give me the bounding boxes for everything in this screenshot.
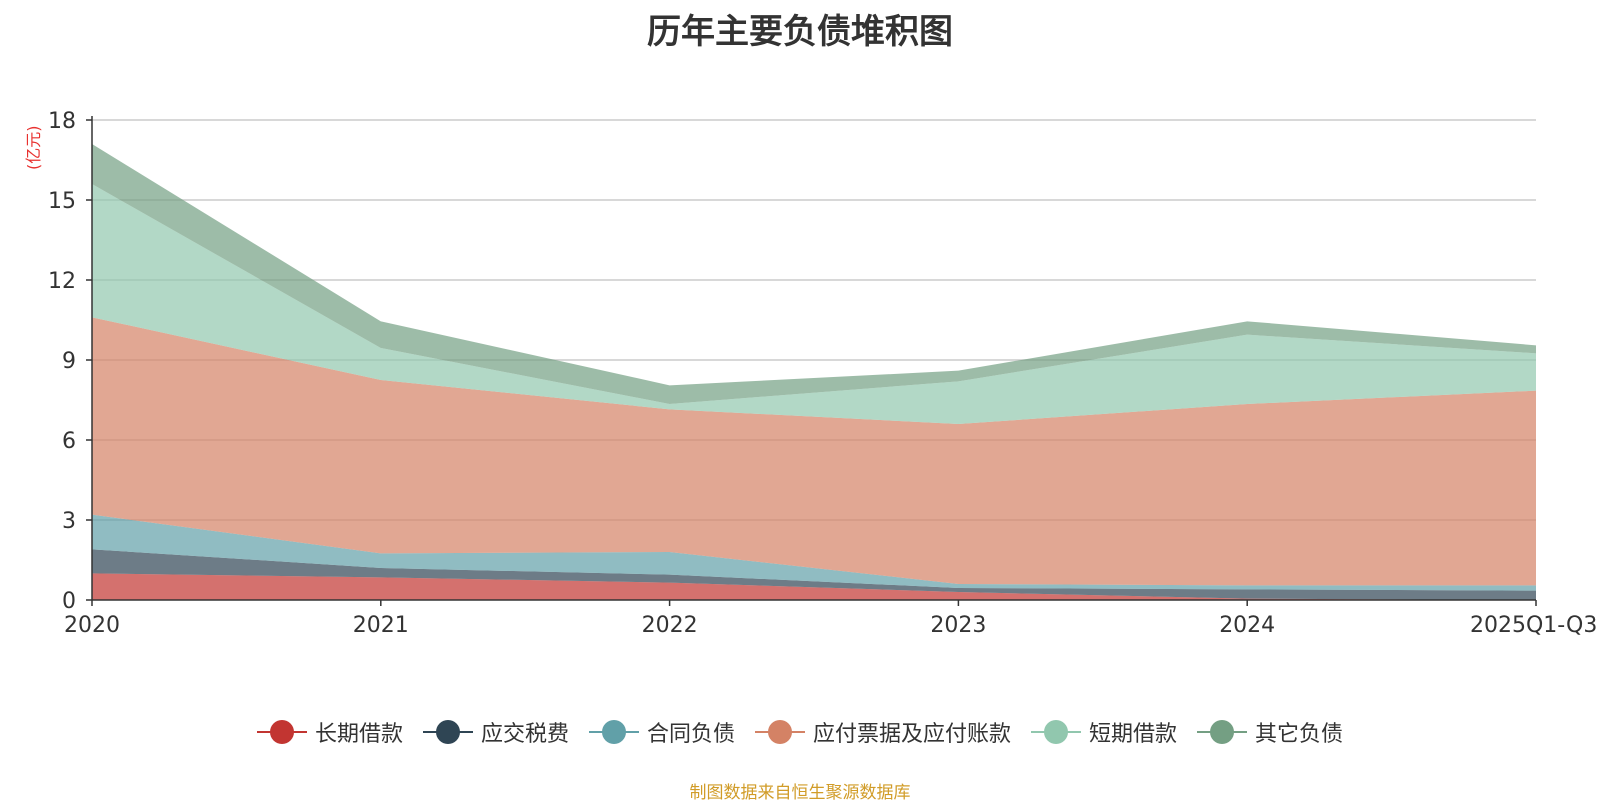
legend-item[interactable]: 短期借款 (1031, 716, 1177, 748)
source-note: 制图数据来自恒生聚源数据库 (689, 783, 911, 803)
stacked-area-chart: 0 3 6 9 12 15 18 2020 2021 2022 2023 2024 2025Q1-Q3 (48, 109, 1597, 638)
legend-item[interactable]: 应付票据及应付账款 (755, 716, 1011, 748)
legend-marker-icon (588, 720, 639, 744)
area-series-3 (92, 514, 1536, 591)
y-tick-label: 15 (48, 189, 76, 214)
legend-label: 长期借款 (314, 722, 403, 747)
chart-title: 历年主要负债堆积图 (647, 12, 953, 52)
y-tick-label: 3 (62, 509, 76, 534)
x-tick-label: 2023 (930, 613, 986, 638)
x-tick-label: 2020 (64, 613, 120, 638)
x-tick-label: 2021 (353, 613, 409, 638)
area-series-6 (92, 144, 1536, 404)
area-series-5 (92, 184, 1536, 424)
x-tick-label: 2022 (642, 613, 698, 638)
legend-label: 其它负债 (1255, 722, 1344, 747)
area-series-2 (92, 549, 1536, 600)
legend-item[interactable]: 其它负债 (1197, 716, 1343, 748)
y-tick-label: 18 (48, 109, 76, 134)
legend-marker-icon (256, 720, 307, 744)
y-tick-label: 6 (62, 429, 76, 454)
y-tick-label: 12 (48, 269, 76, 294)
legend-label: 合同负债 (646, 722, 735, 747)
legend-marker-icon (1197, 720, 1248, 744)
legend-label: 短期借款 (1089, 722, 1178, 747)
legend-item[interactable]: 合同负债 (588, 716, 735, 748)
x-tick-label: 2024 (1219, 613, 1275, 638)
legend-item[interactable]: 应交税费 (422, 716, 569, 748)
area-series-1 (92, 573, 1536, 600)
legend-item[interactable]: 长期借款 (256, 716, 403, 748)
y-tick-label: 0 (62, 589, 76, 614)
legend-label: 应交税费 (480, 722, 569, 747)
x-tick-label: 2025Q1-Q3 (1470, 613, 1597, 638)
legend-marker-icon (755, 720, 805, 744)
y-tick-label: 9 (62, 349, 76, 374)
legend-marker-icon (1031, 720, 1082, 744)
area-series-4 (92, 317, 1536, 586)
legend-marker-icon (422, 720, 473, 744)
legend-label: 应付票据及应付账款 (813, 722, 1012, 747)
legend: 长期借款 应交税费 合同负债 应付票据及应付账款 短期借款 其它负债 (0, 716, 1600, 748)
